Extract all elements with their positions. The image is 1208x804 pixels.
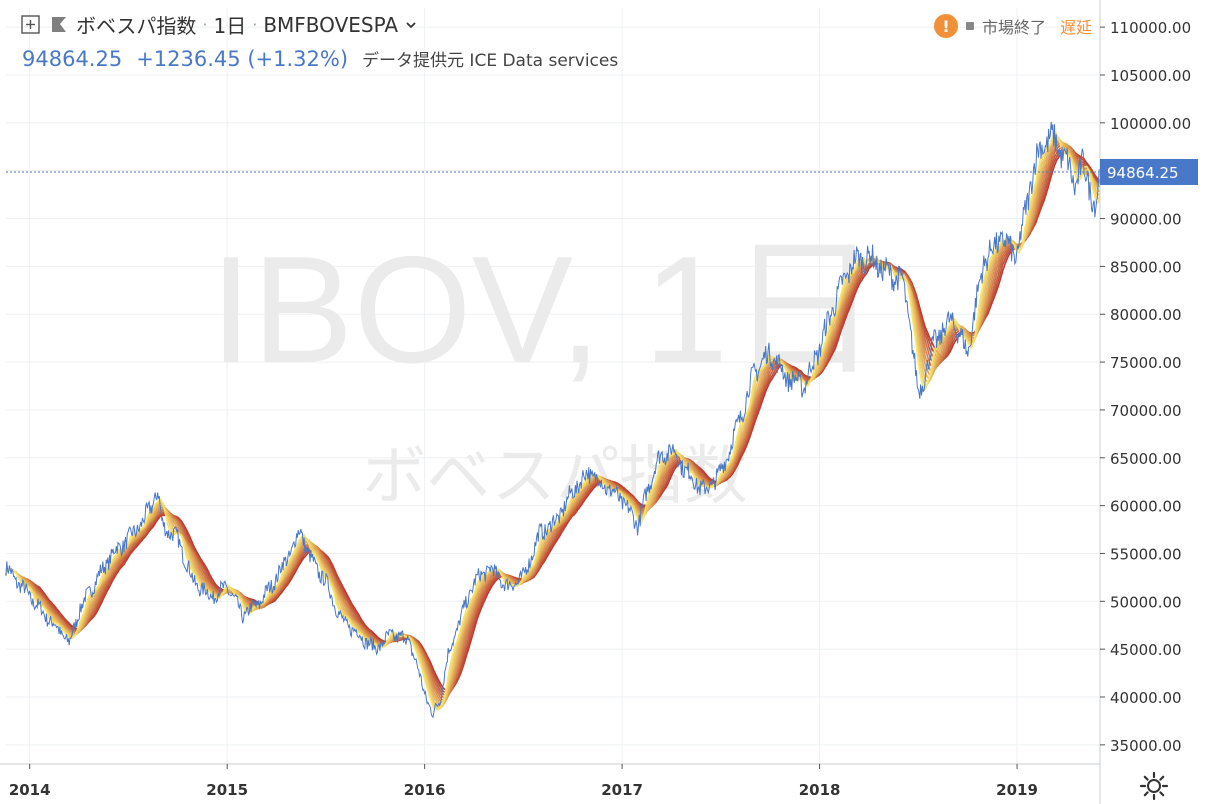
y-tick-label: 50000.00 bbox=[1110, 593, 1182, 611]
y-tick-label: 110000.00 bbox=[1110, 19, 1191, 37]
chart-header: ボベスパ指数 · 1日 · BMFBOVESPA 94864.25 +1236.… bbox=[0, 0, 1100, 80]
y-tick-label: 40000.00 bbox=[1110, 689, 1182, 707]
price-change: +1236.45 (+1.32%) bbox=[136, 47, 348, 71]
y-tick-label: 80000.00 bbox=[1110, 306, 1182, 324]
price-line-series bbox=[5, 121, 1101, 719]
market-status-label: 市場終了 bbox=[981, 18, 1046, 37]
x-tick-label: 2018 bbox=[799, 781, 841, 799]
last-price: 94864.25 bbox=[22, 47, 123, 71]
symbol-row: ボベスパ指数 · 1日 · BMFBOVESPA bbox=[20, 10, 418, 39]
exchange-symbol[interactable]: BMFBOVESPA bbox=[263, 12, 399, 37]
price-line bbox=[5, 121, 1101, 719]
y-tick-label: 45000.00 bbox=[1110, 641, 1182, 659]
y-tick-label: 60000.00 bbox=[1110, 498, 1182, 516]
y-tick-label: 105000.00 bbox=[1110, 67, 1191, 85]
warning-icon[interactable]: ! bbox=[933, 14, 958, 38]
y-tick-label: 75000.00 bbox=[1110, 354, 1182, 372]
y-tick-label: 85000.00 bbox=[1110, 258, 1182, 276]
flag-icon[interactable] bbox=[48, 14, 70, 36]
x-tick-label: 2014 bbox=[9, 781, 51, 799]
ma-ribbon-line bbox=[5, 137, 1101, 709]
x-tick-label: 2015 bbox=[206, 781, 248, 799]
y-tick-label: 100000.00 bbox=[1110, 115, 1191, 133]
ma-ribbon-line bbox=[5, 135, 1101, 710]
y-tick-label: 65000.00 bbox=[1110, 450, 1182, 468]
settings-gear-icon[interactable] bbox=[1138, 770, 1170, 802]
moving-average-ribbon bbox=[5, 131, 1101, 711]
status-dot-icon bbox=[965, 22, 974, 30]
x-tick-label: 2016 bbox=[404, 781, 446, 799]
market-status: ! 市場終了 遅延 bbox=[933, 14, 1092, 38]
ma-ribbon-line bbox=[5, 140, 1101, 706]
separator: · bbox=[202, 15, 208, 34]
data-provider: データ提供元 ICE Data services bbox=[362, 51, 619, 71]
last-price-value: 94864.25 bbox=[1107, 164, 1179, 182]
y-tick-label: 70000.00 bbox=[1110, 402, 1182, 420]
x-tick-label: 2019 bbox=[996, 781, 1038, 799]
watermark: IBOV, 1日 ボベスパ指数 bbox=[210, 225, 880, 514]
ma-ribbon-line bbox=[5, 131, 1101, 711]
change-percent: (+1.32%) bbox=[247, 47, 349, 71]
last-price-label: 94864.25 bbox=[1100, 158, 1198, 185]
delay-label[interactable]: 遅延 bbox=[1059, 18, 1092, 37]
separator: · bbox=[252, 15, 258, 34]
watermark-symbol: IBOV, 1日 bbox=[210, 225, 880, 395]
x-tick-label: 2017 bbox=[601, 781, 643, 799]
chevron-down-icon[interactable] bbox=[404, 18, 418, 32]
chart-grid bbox=[6, 8, 1100, 764]
y-tick-label: 90000.00 bbox=[1110, 211, 1182, 229]
change-value: +1236.45 bbox=[136, 47, 241, 71]
symbol-title: ボベスパ指数 bbox=[76, 14, 197, 38]
price-row: 94864.25 +1236.45 (+1.32%) データ提供元 ICE Da… bbox=[22, 46, 618, 71]
last-price-badge bbox=[1100, 158, 1198, 185]
interval-label[interactable]: 1日 bbox=[213, 14, 247, 38]
y-tick-label: 35000.00 bbox=[1110, 737, 1182, 755]
y-tick-label: 55000.00 bbox=[1110, 545, 1182, 563]
add-symbol-icon[interactable] bbox=[20, 14, 42, 36]
